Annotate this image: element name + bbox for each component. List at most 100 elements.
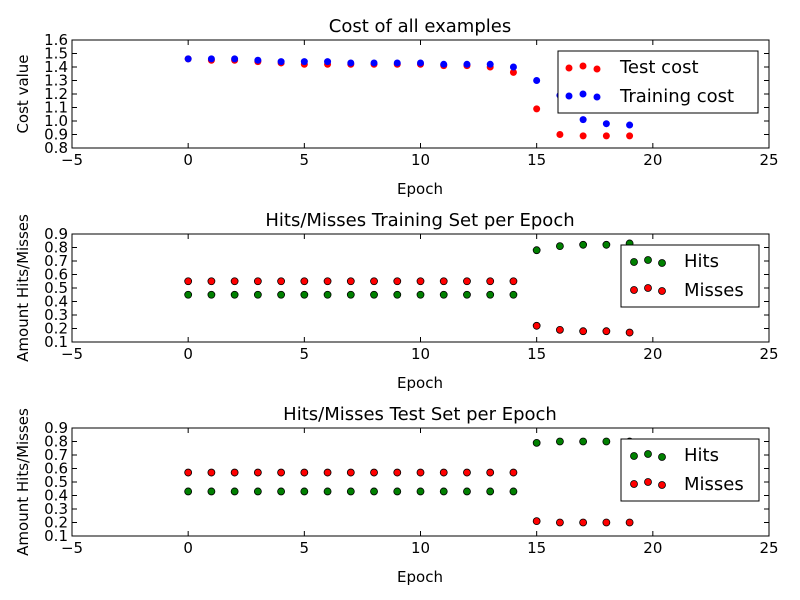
point-hits xyxy=(323,487,332,496)
axis-ticks: −5 0 5 10 15 20 25 0.10.20.30.40.50.60.70.80.9 xyxy=(44,225,778,363)
y-tick-label: 0.5 xyxy=(44,279,68,297)
point-misses xyxy=(207,277,216,286)
point-training-cost xyxy=(533,77,541,84)
point-training-cost xyxy=(417,59,424,67)
point-hits xyxy=(370,290,378,299)
point-training-cost xyxy=(509,63,517,71)
point-training-cost xyxy=(254,56,262,64)
point-misses xyxy=(300,277,309,286)
point-misses xyxy=(486,277,495,286)
point-misses xyxy=(439,277,448,286)
legend-marker-training-cost xyxy=(565,90,601,101)
point-misses xyxy=(486,468,495,477)
point-hits xyxy=(439,487,448,496)
point-misses xyxy=(393,277,402,286)
point-hits xyxy=(393,487,402,496)
legend-box xyxy=(557,50,759,114)
chart-title: Hits/Misses Training Set per Epoch xyxy=(265,210,574,231)
point-hits xyxy=(463,290,471,299)
point-hits xyxy=(509,290,518,299)
point-misses xyxy=(277,468,286,477)
x-tick-label: 10 xyxy=(411,345,430,363)
point-hits xyxy=(253,487,262,496)
legend: Test cost Training cost xyxy=(557,50,759,114)
chart-title: Hits/Misses Test Set per Epoch xyxy=(283,404,557,425)
y-tick-label: 0.5 xyxy=(44,473,68,491)
point-misses xyxy=(230,277,239,286)
x-tick-label: 25 xyxy=(759,345,778,363)
x-tick-label: 10 xyxy=(411,539,430,557)
y-axis-label: Amount Hits/Misses xyxy=(14,214,32,362)
x-tick-label: 0 xyxy=(183,345,193,363)
point-hits xyxy=(346,487,355,496)
point-misses xyxy=(532,321,541,330)
point-misses xyxy=(346,277,355,286)
y-tick-label: 0.3 xyxy=(44,500,68,518)
point-hits xyxy=(486,290,495,299)
x-tick-label: 15 xyxy=(527,539,546,557)
point-training-cost xyxy=(207,55,215,63)
point-training-cost xyxy=(277,58,285,66)
point-training-cost xyxy=(463,60,471,68)
y-axis-label: Amount Hits/Misses xyxy=(14,408,32,556)
point-misses xyxy=(556,325,564,334)
x-tick-label: 5 xyxy=(300,151,310,169)
y-tick-label: 1.0 xyxy=(44,112,68,130)
y-tick-label: 1.6 xyxy=(44,31,68,49)
point-hits xyxy=(556,437,564,446)
point-hits xyxy=(416,487,425,496)
point-training-cost xyxy=(393,59,401,67)
point-hits xyxy=(602,437,611,446)
legend-label-test-cost: Test cost xyxy=(619,57,699,78)
y-tick-label: 0.1 xyxy=(44,333,68,351)
point-misses xyxy=(579,327,588,336)
point-misses xyxy=(393,468,402,477)
point-hits xyxy=(370,487,378,496)
point-training-cost xyxy=(300,58,308,66)
x-tick-label: 10 xyxy=(411,151,430,169)
y-tick-label: 0.9 xyxy=(44,225,68,243)
y-tick-label: 0.8 xyxy=(44,433,68,451)
point-hits xyxy=(556,242,564,251)
point-misses xyxy=(463,468,471,477)
point-misses xyxy=(509,277,518,286)
x-tick-label: 0 xyxy=(183,151,193,169)
axis-ticks: −5 0 5 10 15 20 25 0.80.91.01.11.21.31.41.51.6 xyxy=(44,31,778,169)
point-misses xyxy=(207,468,216,477)
y-tick-label: 0.4 xyxy=(44,293,68,311)
point-hits xyxy=(323,290,332,299)
y-tick-label: 0.9 xyxy=(44,126,68,144)
point-hits xyxy=(439,290,448,299)
point-misses xyxy=(184,277,193,286)
point-training-cost xyxy=(324,58,332,66)
cost-chart: Cost of all examples Epoch Cost value −5… xyxy=(14,16,779,198)
point-training-cost xyxy=(440,60,448,68)
legend-label-misses: Misses xyxy=(684,474,744,495)
data-points xyxy=(184,239,634,337)
point-test-cost xyxy=(533,105,541,113)
point-misses xyxy=(509,468,518,477)
legend-marker-misses xyxy=(630,478,666,489)
point-hits xyxy=(579,437,588,446)
point-training-cost xyxy=(347,59,355,67)
legend-box xyxy=(620,244,760,308)
point-hits xyxy=(346,290,355,299)
legend-label-hits: Hits xyxy=(684,251,719,272)
point-test-cost xyxy=(602,132,610,140)
point-misses xyxy=(253,277,262,286)
point-training-cost xyxy=(602,120,610,128)
point-training-cost xyxy=(626,121,634,129)
point-training-cost xyxy=(486,60,494,68)
legend: Hits Misses xyxy=(620,244,760,308)
chart-title: Cost of all examples xyxy=(329,16,511,37)
training-hits-misses-chart: Hits/Misses Training Set per Epoch Epoch… xyxy=(14,210,779,392)
point-test-cost xyxy=(579,132,587,140)
point-misses xyxy=(463,277,471,286)
point-hits xyxy=(277,487,286,496)
point-misses xyxy=(532,517,541,526)
x-tick-label: 5 xyxy=(300,345,310,363)
x-tick-label: 15 xyxy=(527,151,546,169)
x-tick-label: 25 xyxy=(759,151,778,169)
point-hits xyxy=(230,290,239,299)
point-misses xyxy=(579,518,588,527)
